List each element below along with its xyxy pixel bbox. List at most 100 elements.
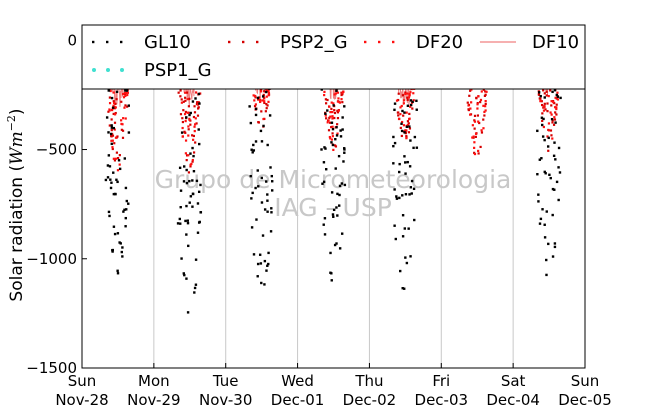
series-gl10-point: [259, 129, 263, 133]
series-gl10-point: [193, 291, 196, 294]
series-psp2-g-point: [185, 91, 189, 94]
series-df20-point: [542, 125, 545, 129]
series-df20-point: [338, 100, 341, 104]
series-psp2-g-point: [185, 154, 189, 157]
series-gl10-point: [407, 227, 410, 230]
series-gl10-point: [109, 132, 113, 136]
series-gl10-point: [116, 180, 119, 184]
x-tick-label-day: Mon: [138, 372, 170, 390]
series-df20-point: [472, 135, 475, 138]
series-psp2-g-point: [187, 105, 190, 108]
series-psp2-g-point: [189, 123, 192, 126]
series-df20-point: [484, 109, 487, 112]
series-psp2-g-point: [110, 135, 113, 138]
series-gl10-point: [185, 233, 188, 236]
series-gl10-point: [256, 275, 259, 278]
series-df20-point: [323, 93, 326, 97]
series-gl10-point: [401, 109, 404, 113]
series-df20-point: [267, 100, 270, 103]
series-gl10-point: [398, 162, 401, 166]
series-psp2-g-point: [326, 98, 329, 102]
series-psp2-g-point: [477, 152, 480, 155]
series-df20-point: [265, 95, 268, 98]
series-df20-point: [114, 157, 117, 160]
series-df20-point: [114, 136, 118, 139]
series-gl10-point: [197, 92, 201, 96]
series-psp2-g-point: [110, 118, 113, 121]
series-gl10-point: [188, 201, 191, 204]
series-psp2-g-point: [179, 95, 182, 98]
series-df20-point: [267, 94, 270, 97]
legend-entry-df10: DF10: [480, 32, 579, 53]
series-gl10-point: [257, 185, 260, 188]
series-psp2-g-point: [333, 111, 337, 115]
series-gl10-point: [249, 174, 252, 178]
series-df20-point: [329, 110, 332, 114]
series-gl10-point: [252, 253, 256, 256]
series-df20-point: [405, 111, 408, 114]
series-gl10-point: [112, 126, 116, 130]
series-df20-point: [408, 94, 411, 97]
series-df20-point: [118, 163, 121, 166]
series-gl10-point: [267, 262, 270, 266]
series-gl10-point: [400, 129, 404, 133]
series-gl10-point: [124, 186, 128, 190]
series-gl10-point: [262, 124, 265, 128]
series-df20-point: [329, 137, 332, 140]
series-gl10-point: [539, 217, 543, 221]
series-gl10-point: [339, 129, 342, 132]
series-psp2-g-point: [476, 101, 479, 105]
series-gl10-point: [254, 140, 258, 143]
series-df20-point: [555, 107, 558, 111]
series-gl10-point: [194, 97, 197, 100]
series-gl10-point: [557, 198, 560, 202]
series-gl10-point: [409, 186, 413, 189]
series-psp2-g-point: [259, 88, 263, 92]
series-gl10-point: [343, 183, 347, 187]
series-gl10-point: [394, 237, 397, 241]
series-gl10-point: [125, 208, 128, 211]
series-psp2-g-point: [401, 94, 405, 97]
series-df20-point: [467, 104, 470, 107]
series-gl10-point: [183, 273, 186, 277]
series-gl10-point: [322, 161, 326, 164]
series-gl10-point: [409, 139, 412, 142]
series-gl10-point: [182, 272, 185, 275]
series-gl10-point: [322, 223, 325, 226]
series-df20-point: [476, 103, 479, 106]
series-psp2-g-point: [263, 90, 266, 93]
series-df20-point: [552, 101, 555, 104]
series-psp2-g-point: [195, 122, 198, 125]
legend-entry-df20: DF20: [364, 32, 463, 53]
series-gl10-point: [252, 143, 255, 147]
series-df20-point: [337, 97, 340, 100]
series-psp2-g-point: [406, 96, 409, 99]
series-df20-point: [483, 110, 486, 114]
series-gl10-point: [404, 193, 408, 196]
series-gl10-point: [191, 179, 194, 182]
series-gl10-point: [392, 144, 395, 148]
series-gl10-point: [124, 216, 127, 220]
legend: GL10 PSP2_G DF20 DF10 PSP1_G: [81, 24, 586, 90]
series-df20-point: [254, 103, 257, 106]
series-gl10-point: [124, 89, 127, 92]
series-gl10-point: [260, 176, 263, 180]
series-gl10-point: [557, 146, 561, 150]
series-gl10-point: [336, 214, 339, 217]
series-gl10-point: [322, 180, 326, 184]
series-psp2-g-point: [114, 102, 117, 105]
series-gl10-point: [403, 227, 407, 230]
series-df20-point: [181, 126, 184, 130]
series-gl10-point: [185, 116, 188, 119]
series-gl10-point: [185, 181, 189, 185]
series-gl10-point: [400, 122, 403, 125]
series-df20-point: [110, 139, 113, 142]
series-psp2-g-point: [478, 121, 481, 125]
series-gl10-point: [334, 167, 337, 170]
series-gl10-point: [553, 245, 557, 249]
series-gl10-point: [335, 134, 339, 137]
series-psp2-g-point: [336, 116, 340, 120]
series-df20-point: [193, 125, 196, 128]
series-df20-point: [333, 93, 336, 96]
series-gl10-point: [553, 141, 556, 144]
